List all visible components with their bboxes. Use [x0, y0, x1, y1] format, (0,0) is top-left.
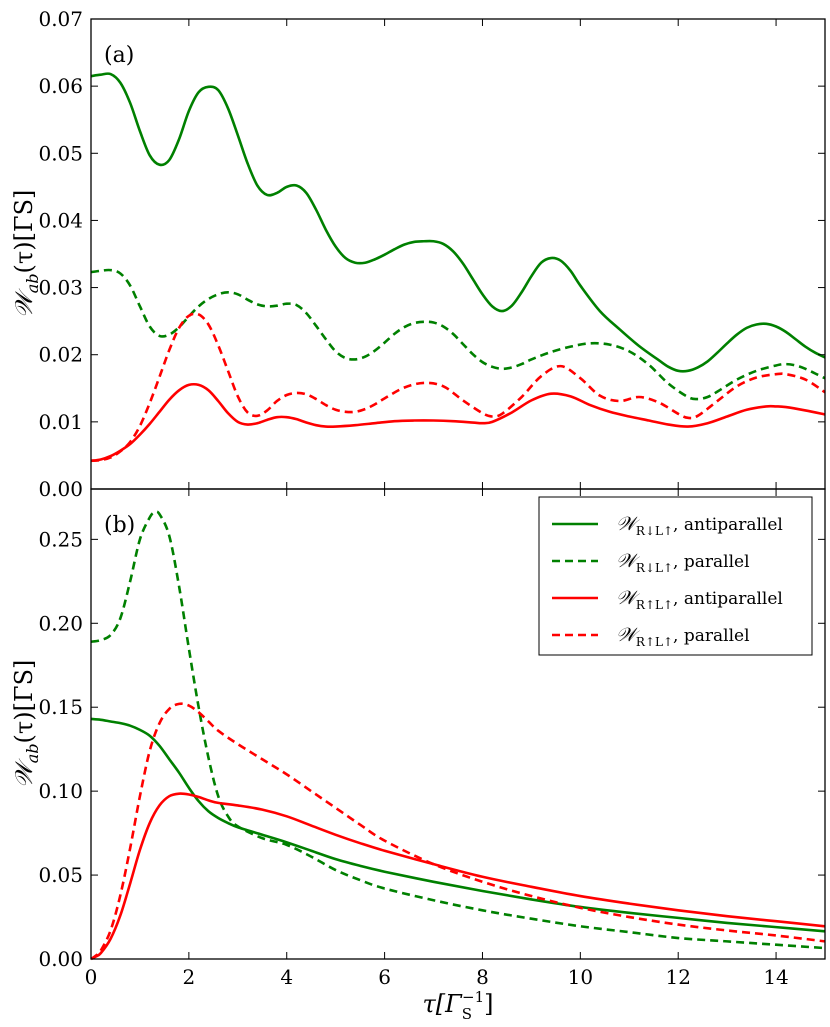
panel-b-series-3 — [90, 702, 826, 961]
legend-suffix: , antiparallel — [673, 589, 783, 609]
legend-main: 𝒲 — [616, 624, 640, 646]
panel-a-ticks: 0.00 0.01 0.02 0.03 0.04 0.05 0.06 0.07 — [38, 7, 825, 501]
x-axis-label: τ[ΓS−1] — [422, 988, 493, 1023]
panel-a-y-tick-label: 0.03 — [38, 276, 83, 300]
legend-suffix: , antiparallel — [673, 515, 783, 535]
xlabel-close: ] — [484, 990, 493, 1018]
panel-a-series-1 — [90, 268, 826, 401]
x-tick-label: 0 — [85, 965, 98, 989]
panel-b: 0 2 4 6 8 10 12 140.000.050.100.150.200.25 (b) … — [10, 488, 826, 989]
legend-suffix: , parallel — [673, 552, 749, 572]
panel-a-ylabel: 𝒲ab(τ)[ΓS] — [10, 190, 42, 319]
panel-b-y-tick-label: 0.25 — [38, 527, 83, 551]
panel-b-y-tick-label: 0.20 — [38, 611, 83, 635]
xlabel-main: τ[Γ — [422, 990, 463, 1018]
panel-b-y-tick-label: 0.15 — [38, 695, 83, 719]
ylabel-rest: (τ)[ΓS] — [10, 190, 38, 274]
x-tick-label: 6 — [378, 965, 391, 989]
x-tick-label: 4 — [280, 965, 293, 989]
panel-b-ticks: 0 2 4 6 8 10 12 14 0.00 0.05 0.10 0.15 0.20 0.25 — [38, 489, 825, 989]
panel-b-series-0 — [90, 717, 826, 933]
panel-a: 0.00 0.01 0.02 0.03 0.04 0.05 0.06 0.07 (a) 𝒲ab… — [10, 7, 826, 501]
panel-a-y-tick-label: 0.04 — [38, 208, 83, 232]
x-tick-label: 14 — [763, 965, 788, 989]
panel-a-y-tick-label: 0.02 — [38, 343, 83, 367]
panel-a-series-3 — [90, 312, 826, 463]
panel-b-series-1 — [90, 510, 826, 950]
legend-main: 𝒲 — [616, 587, 640, 609]
legend-label-1: 𝒲R↓L↑, parallel — [616, 550, 750, 575]
panel-b-label: (b) — [104, 513, 135, 538]
xlabel-sub: S — [462, 1005, 472, 1023]
ylabel-sub: ab — [23, 743, 42, 763]
panel-b-series-layer — [90, 510, 826, 961]
legend-suffix: , parallel — [673, 626, 749, 646]
panel-a-label: (a) — [104, 43, 134, 68]
legend-label-3: 𝒲R↑L↑, parallel — [616, 624, 750, 649]
ylabel-rest: (τ)[ΓS] — [10, 660, 38, 744]
legend-main: 𝒲 — [616, 513, 640, 535]
legend-sub: R↑L↑ — [636, 598, 673, 612]
panel-a-y-tick-label: 0.05 — [38, 141, 83, 165]
x-tick-label: 12 — [665, 965, 690, 989]
panel-b-ylabel: 𝒲ab(τ)[ΓS] — [10, 660, 42, 789]
panel-a-series-0 — [90, 72, 826, 373]
panel-b-y-tick-label: 0.05 — [38, 863, 83, 887]
panel-a-series-2 — [90, 382, 826, 463]
panel-a-y-tick-label: 0.06 — [38, 74, 83, 98]
x-tick-label: 8 — [476, 965, 489, 989]
ylabel-sub: ab — [23, 273, 42, 293]
xlabel-sup: −1 — [462, 988, 484, 1006]
x-tick-label: 10 — [568, 965, 593, 989]
panel-b-series-2 — [90, 792, 826, 961]
legend-sub: R↓L↑ — [636, 561, 673, 575]
legend-sub: R↑L↑ — [636, 635, 673, 649]
panel-a-y-tick-label: 0.00 — [38, 477, 83, 501]
panel-b-y-tick-label: 0.00 — [38, 947, 83, 971]
legend-label-2: 𝒲R↑L↑, antiparallel — [616, 587, 783, 612]
legend-main: 𝒲 — [616, 550, 640, 572]
panel-b-frame — [90, 488, 826, 960]
legend-label-0: 𝒲R↓L↑, antiparallel — [616, 513, 783, 538]
panel-a-y-tick-label: 0.01 — [38, 410, 83, 434]
legend-sub: R↓L↑ — [636, 524, 673, 538]
panel-a-series-layer — [90, 72, 826, 463]
panel-a-y-tick-label: 0.07 — [38, 7, 83, 31]
panel-b-y-tick-label: 0.10 — [38, 779, 83, 803]
x-tick-label: 2 — [182, 965, 195, 989]
